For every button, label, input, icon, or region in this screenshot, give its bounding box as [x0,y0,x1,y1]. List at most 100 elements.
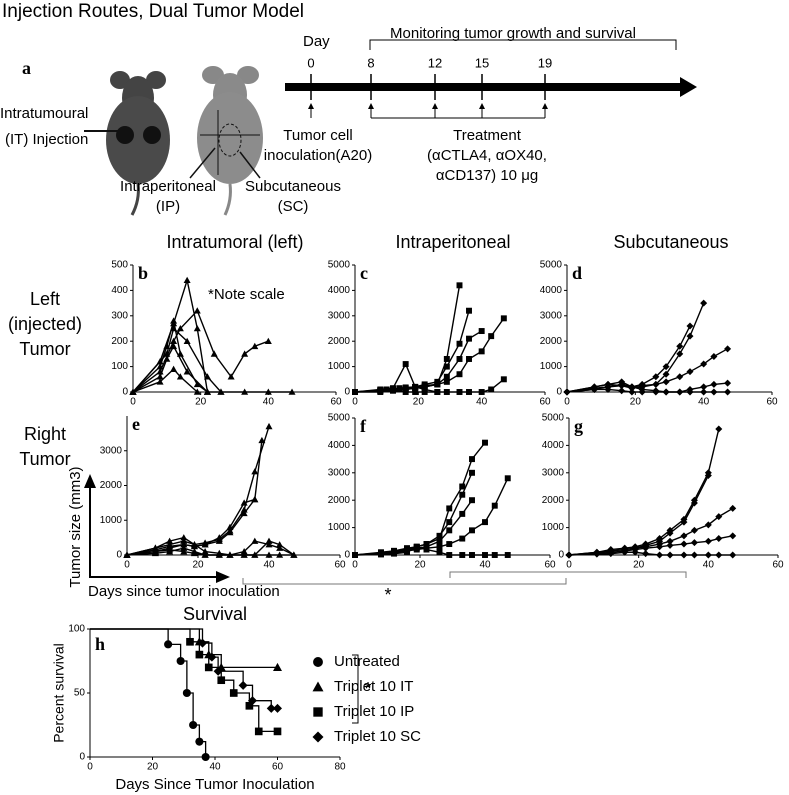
survival-step [168,643,182,661]
marker [710,388,718,396]
survival-step [193,724,201,742]
marker [180,548,188,555]
marker [443,356,450,362]
marker [631,548,639,556]
marker [469,456,475,463]
tumor-curve [568,428,720,556]
column-header: Intraperitoneal [395,232,510,252]
marker [434,389,441,395]
marker [176,325,184,332]
marker [456,389,463,395]
x-tick-label: 40 [209,762,221,773]
marker [170,342,178,350]
x-tick-label: 0 [564,397,570,408]
tumor-curve [126,498,256,556]
marker [488,386,495,393]
marker [710,352,718,360]
tumor-curve [126,440,263,556]
marker [443,363,450,370]
y-tick-label: 5000 [328,413,351,424]
marker [273,703,282,713]
marker [466,335,472,342]
marker [666,541,674,549]
marker [459,535,466,542]
marker [446,519,453,526]
marker [251,495,259,503]
y-tick-label: 3000 [540,310,563,321]
y-tick-label: 2000 [542,495,565,506]
y-tick-label: 3000 [328,310,351,321]
marker [183,368,191,375]
y-tick-label: 0 [558,550,564,561]
marker [652,388,660,396]
x-tick-label: 60 [766,397,778,408]
tumor-curve [354,330,483,393]
marker [215,534,223,541]
marker [656,551,664,559]
x-tick-label: 40 [263,560,275,571]
marker [604,380,612,388]
marker [123,551,131,558]
y-tick-label: 1000 [100,515,123,526]
marker [652,373,660,381]
marker [251,342,259,350]
legend-label: Triplet 10 IP [334,703,414,720]
y-tick-label: 1000 [328,361,351,372]
marker [686,388,694,396]
marker [443,373,450,380]
marker [478,328,485,335]
y-tick-label: 1000 [328,522,351,533]
marker [666,537,674,545]
marker [226,528,234,536]
x-tick-label: 20 [195,397,207,408]
marker [666,529,674,537]
x-tick-label: 0 [130,397,136,408]
marker [676,350,684,358]
marker [729,551,737,559]
row-label: Tumor [19,339,70,359]
marker [443,378,450,385]
x-tick-label: 20 [413,397,425,408]
x-tick-label: 0 [352,397,358,408]
day-arrowhead [308,103,314,109]
marker [183,276,191,284]
marker [166,548,174,555]
marker [226,523,234,530]
figure-title: Injection Routes, Dual Tumor Model [2,1,304,22]
marker [482,439,488,446]
marker [193,325,201,332]
marker [276,551,284,558]
marker [656,543,664,551]
marker [215,537,223,544]
marker [604,385,612,393]
row-label: Tumor [19,449,70,469]
marker [251,468,259,475]
marker [715,535,723,543]
marker [686,368,694,376]
shared-axis [89,478,226,578]
x-tick-label: 40 [479,560,491,571]
note: *Note scale [208,286,285,303]
y-axis-label: Percent survival [51,643,67,743]
marker [240,548,248,555]
survival-step [180,660,188,693]
panel-letter: f [360,416,367,436]
marker [180,541,188,548]
y-tick-label: 100 [68,624,85,635]
x-tick-label: 60 [539,397,551,408]
y-tick-label: 4000 [328,285,351,296]
marker [241,388,249,395]
marker [690,539,698,547]
pointer [189,147,216,179]
marker [680,540,688,548]
marker [446,527,453,534]
mouse-it [106,71,170,216]
marker [240,499,248,506]
marker [391,550,397,557]
marker [590,385,598,393]
marker [423,546,430,553]
timeline-arrow [285,77,697,97]
marker [265,551,273,558]
marker [469,497,475,504]
